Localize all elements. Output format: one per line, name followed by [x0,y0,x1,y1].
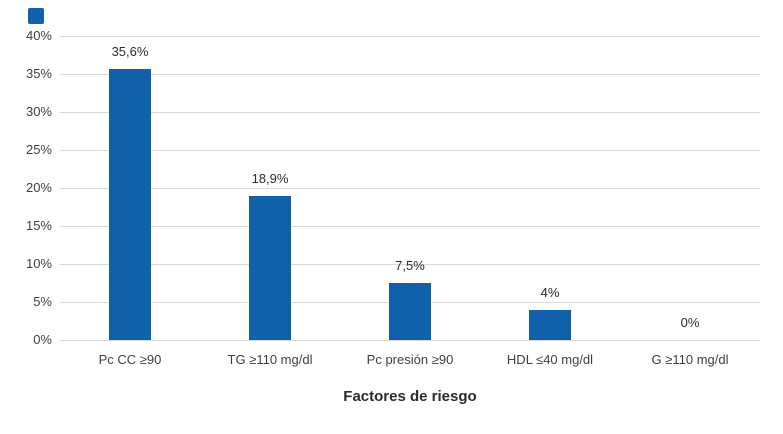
y-tick-label: 30% [25,104,52,119]
gridline-15% [60,225,760,227]
bar-Pc CC ≥90 [109,69,151,340]
y-tick-label: 15% [25,218,52,233]
gridline-30% [60,111,760,113]
gridline-10% [60,263,760,265]
gridline-40% [60,35,760,37]
bar-TG ≥110 mg/dl [249,196,291,340]
y-tick-label: 10% [25,256,52,271]
y-tick-label: 5% [33,294,52,309]
bar-value-label: 18,9% [251,171,289,187]
gridline-0% [60,339,760,341]
y-tick-label: 35% [25,66,52,81]
x-tick-label: TG ≥110 mg/dl [227,352,313,367]
bar-HDL ≤40 mg/dl [529,309,571,340]
y-tick-label: 20% [25,180,52,195]
bar-value-label: 4% [540,284,560,300]
plot-area: 35,6% 18,9% 7,5% 4% 0% [60,35,760,341]
bar-value-label: 35,6% [111,44,149,60]
x-tick-label: G ≥110 mg/dl [651,352,729,367]
bar-value-label: 7,5% [395,258,425,273]
corner-blue-square [28,8,44,24]
x-axis-title: Factores de riesgo [343,388,477,405]
x-tick-label: Pc CC ≥90 [98,352,162,367]
y-tick-label: 25% [25,142,52,157]
bar-Pc presión ≥90 [389,283,431,340]
gridline-35% [60,73,760,75]
y-tick-label: 40% [25,28,52,43]
gridline-25% [60,149,760,151]
bar-value-label: 0% [680,315,700,330]
gridline-20% [60,187,760,189]
x-tick-label: Pc presión ≥90 [366,352,454,367]
y-tick-label: 0% [33,332,52,347]
x-tick-label: HDL ≤40 mg/dl [506,352,594,367]
